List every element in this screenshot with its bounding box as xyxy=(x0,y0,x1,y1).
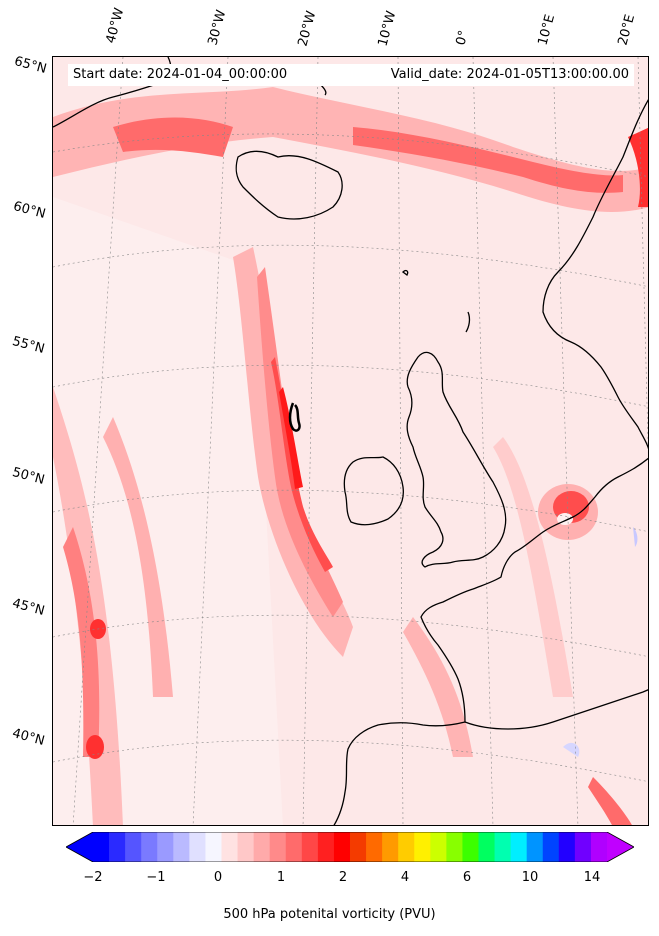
lat-label-50n: 50°N xyxy=(10,465,47,488)
pv-contour-line xyxy=(288,402,301,432)
colorbar-tick-label: 10 xyxy=(521,870,539,885)
colorbar-tick-label: 0 xyxy=(213,870,223,885)
lon-label-10e: 10°E xyxy=(535,12,559,48)
colorbar-tick-label: 2 xyxy=(338,870,348,885)
colorbar-under-triangle xyxy=(66,832,93,862)
lat-label-45n: 45°N xyxy=(10,596,47,619)
colorbar-tick-label: −2 xyxy=(83,870,103,885)
colorbar-swatch xyxy=(141,832,158,862)
colorbar-swatch xyxy=(478,832,496,862)
colorbar-swatch xyxy=(269,832,287,862)
lat-label-55n: 55°N xyxy=(10,334,47,357)
shetland-coast xyxy=(465,311,471,333)
pv-max-southeast xyxy=(588,777,632,825)
colorbar-swatch xyxy=(205,832,222,862)
faroe-islands xyxy=(402,269,409,276)
colorbar-swatch xyxy=(173,832,190,862)
pv-negative-patch xyxy=(563,742,580,757)
pv-max-southwest xyxy=(86,735,104,759)
colorbar-swatch xyxy=(93,832,110,862)
continental-coast xyxy=(420,457,648,723)
colorbar-swatch xyxy=(109,832,126,862)
lon-label-40w: 40°W xyxy=(103,6,128,45)
lat-label-40n: 40°N xyxy=(10,726,47,749)
valid-date-label: Valid_date: 2024-01-05T13:00:00.00 xyxy=(390,67,629,82)
lat-label-65n: 65°N xyxy=(12,54,49,77)
colorbar-swatch xyxy=(157,832,174,862)
colorbar-swatch xyxy=(510,832,528,862)
colorbar-swatch xyxy=(237,832,255,862)
norway-coast xyxy=(542,99,648,450)
colorbar-swatch xyxy=(366,832,383,862)
pv-streak-south xyxy=(403,617,473,757)
colorbar-swatch xyxy=(542,832,560,862)
lon-label-20w: 20°W xyxy=(295,9,320,48)
colorbar-tick-label: −1 xyxy=(146,870,166,885)
pv-jet-north-east-core xyxy=(353,127,623,193)
lon-label-10w: 10°W xyxy=(375,9,400,48)
start-date-label: Start date: 2024-01-04_00:00:00 xyxy=(73,67,288,82)
colorbar-swatch xyxy=(494,832,512,862)
pv-band-mid xyxy=(257,267,343,617)
pv-band-inner xyxy=(271,357,333,572)
colorbar-over-triangle xyxy=(607,832,634,862)
pv-field-map xyxy=(53,57,648,825)
ireland-coast xyxy=(343,456,404,526)
lon-label-0: 0° xyxy=(453,28,472,47)
colorbar-swatch xyxy=(221,832,239,862)
mediterranean-coast xyxy=(464,689,648,730)
colorbar-swatch xyxy=(462,832,479,862)
colorbar-swatch xyxy=(333,832,351,862)
colorbar-swatch xyxy=(382,832,399,862)
pv-negative-patch-east xyxy=(633,527,638,547)
colorbar-swatch xyxy=(253,832,271,862)
lat-label-60n: 60°N xyxy=(11,199,48,222)
colorbar-swatch xyxy=(301,832,319,862)
colorbar-swatch xyxy=(526,832,544,862)
colorbar-tick-label: 6 xyxy=(462,870,472,885)
colorbar-swatch xyxy=(558,832,576,862)
map-panel xyxy=(52,56,649,826)
info-bar: Start date: 2024-01-04_00:00:00 Valid_da… xyxy=(68,64,634,86)
great-britain-coast xyxy=(406,351,507,568)
pv-streak-west-core xyxy=(63,527,100,757)
coastlines xyxy=(53,57,648,825)
colorbar-label: 500 hPa potenital vorticity (PVU) xyxy=(223,907,436,922)
colorbar-swatch xyxy=(430,832,447,862)
pv-jet-north xyxy=(53,87,648,212)
pv-streak-mid xyxy=(103,417,173,697)
colorbar-swatch xyxy=(189,832,206,862)
lon-label-30w: 30°W xyxy=(205,8,230,47)
pv-streak-east xyxy=(493,437,573,697)
colorbar-tick-label: 4 xyxy=(400,870,410,885)
colorbar-swatch xyxy=(350,832,367,862)
pv-band-core xyxy=(279,387,303,489)
colorbar-swatch xyxy=(317,832,335,862)
colorbar-swatch xyxy=(125,832,142,862)
colorbar-swatch xyxy=(285,832,303,862)
colorbar-swatch xyxy=(590,832,608,862)
colorbar xyxy=(66,832,634,862)
iberia-coast xyxy=(333,721,466,825)
colorbar-swatch xyxy=(398,832,415,862)
colorbar-tick-label: 1 xyxy=(276,870,286,885)
lon-label-20e: 20°E xyxy=(615,12,639,48)
colorbar-swatch xyxy=(446,832,463,862)
colorbar-swatch xyxy=(574,832,592,862)
pv-max-northeast xyxy=(628,127,648,207)
colorbar-swatch xyxy=(414,832,431,862)
colorbar-tick-label: 14 xyxy=(583,870,601,885)
iceland-coast xyxy=(235,150,343,220)
